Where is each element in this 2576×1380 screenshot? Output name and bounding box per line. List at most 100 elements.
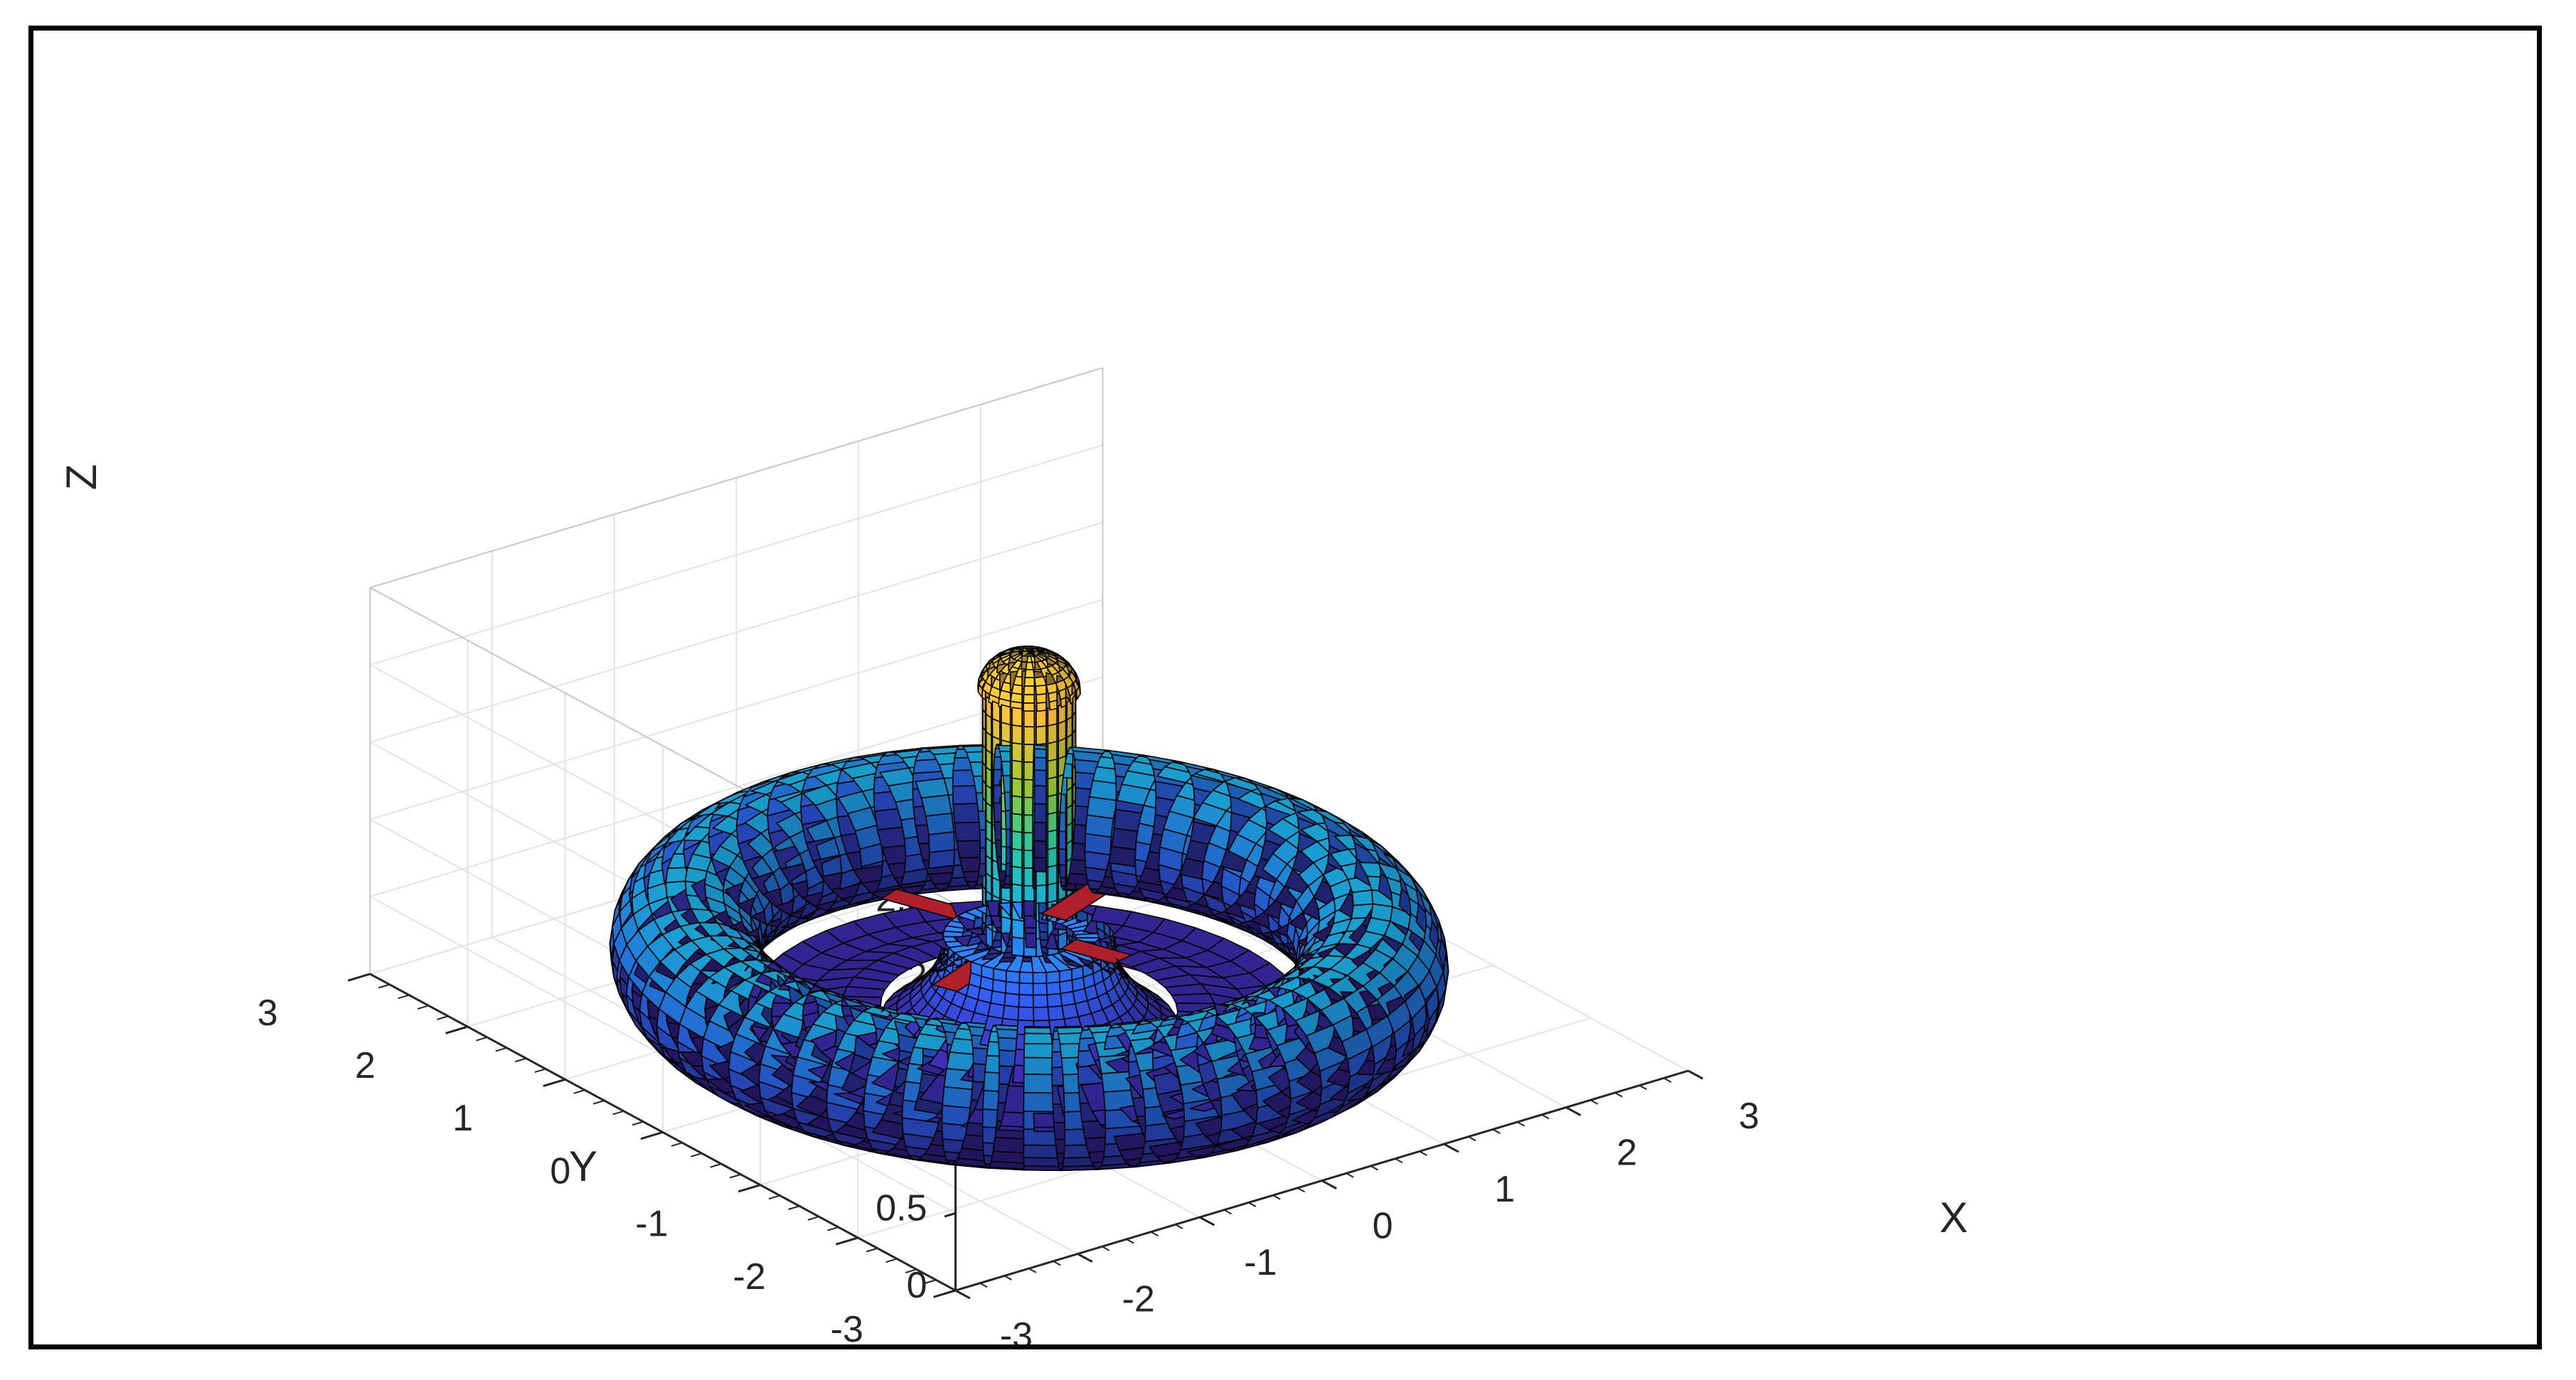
surface-patch	[928, 831, 955, 853]
y-minor-tick	[729, 1173, 741, 1179]
y-tick	[347, 973, 371, 982]
y-minor-tick	[807, 1216, 819, 1221]
x-minor-tick	[1223, 1209, 1233, 1215]
y-tick-label: -1	[635, 1204, 668, 1245]
surface-patch	[920, 794, 952, 817]
y-minor-tick	[437, 1015, 449, 1020]
x-tick	[1199, 1216, 1215, 1226]
y-minor-tick	[612, 1110, 624, 1116]
surface-patch	[992, 1137, 1026, 1154]
x-minor-tick	[1150, 1231, 1159, 1237]
z-axis-label: Z	[58, 464, 105, 491]
y-tick	[445, 1025, 468, 1034]
y-minor-tick	[671, 1142, 683, 1147]
x-minor-tick	[1297, 1187, 1306, 1193]
grid-line	[370, 521, 1103, 743]
z-tick-label: 0.5	[875, 1187, 927, 1229]
x-tick-label: 1	[1494, 1169, 1515, 1210]
surface-patch	[1046, 993, 1063, 1008]
x-tick	[1687, 1069, 1703, 1080]
x-tick	[1321, 1180, 1337, 1190]
x-tick-label: 0	[1373, 1205, 1393, 1246]
y-tick-label: -2	[733, 1256, 765, 1298]
x-minor-tick	[1395, 1157, 1403, 1164]
x-minor-tick	[1516, 1121, 1526, 1127]
surface-patch	[1045, 981, 1061, 995]
x-minor-tick	[1419, 1150, 1427, 1156]
surface-patch	[1011, 919, 1025, 939]
z-tick	[944, 1211, 956, 1218]
surface-patch	[1032, 994, 1049, 1008]
surface-patch	[1005, 980, 1021, 995]
surface-patch	[1047, 1005, 1065, 1021]
surface-patch	[665, 867, 688, 884]
x-minor-tick	[1492, 1128, 1501, 1134]
x-minor-tick	[1102, 1246, 1110, 1251]
y-minor-tick	[905, 1268, 917, 1274]
y-minor-tick	[398, 994, 410, 1000]
surface-patch	[1032, 983, 1048, 996]
y-minor-tick	[827, 1226, 839, 1231]
surface-patch	[1004, 993, 1020, 1008]
y-minor-tick	[476, 1036, 488, 1042]
grid-line	[370, 676, 1103, 898]
y-minor-tick	[885, 1258, 898, 1263]
x-minor-tick	[1639, 1084, 1647, 1091]
y-tick	[543, 1078, 566, 1088]
x-minor-tick	[1590, 1099, 1599, 1105]
box-edge	[370, 367, 1103, 589]
y-axis-label: Y	[569, 1143, 597, 1190]
y-tick-label: 1	[452, 1098, 473, 1139]
surface-patch	[1442, 970, 1449, 1005]
surface-layer	[609, 646, 1449, 1172]
x-minor-tick	[1370, 1165, 1379, 1171]
x-tick-label: -3	[1000, 1315, 1033, 1344]
surface-patch	[1018, 971, 1034, 985]
surface-patch	[1171, 993, 1215, 1005]
label-layer: X Y Z	[58, 464, 1968, 1241]
surface-patch	[1018, 982, 1034, 996]
y-minor-tick	[925, 1279, 937, 1284]
surface-patch	[1033, 1006, 1050, 1022]
x-minor-tick	[1663, 1077, 1672, 1083]
surface-patch	[925, 813, 954, 835]
x-minor-tick	[1004, 1275, 1012, 1280]
surface-patch	[1011, 936, 1025, 957]
x-minor-tick	[1346, 1172, 1354, 1178]
surface-patch	[985, 925, 994, 949]
surface-patch	[1018, 994, 1034, 1008]
y-minor-tick	[632, 1120, 644, 1126]
y-minor-tick	[866, 1247, 878, 1253]
y-tick	[640, 1131, 664, 1140]
surface-patch	[1351, 889, 1374, 906]
x-axis-label: X	[1939, 1194, 1968, 1241]
y-minor-tick	[691, 1152, 703, 1157]
y-tick	[835, 1236, 858, 1246]
surface-patch	[1017, 1006, 1035, 1022]
x-tick	[954, 1289, 971, 1300]
y-tick	[738, 1184, 761, 1193]
surface-patch	[1370, 903, 1393, 922]
y-minor-tick	[592, 1100, 605, 1105]
surface-patch	[1032, 971, 1048, 985]
y-minor-tick	[417, 1005, 429, 1010]
x-tick-label: -2	[1122, 1278, 1155, 1320]
x-minor-tick	[1248, 1202, 1257, 1207]
x-minor-tick	[1053, 1261, 1061, 1266]
y-minor-tick	[573, 1089, 585, 1094]
x-tick-label: 2	[1617, 1132, 1637, 1173]
x-tick-label: -1	[1244, 1242, 1277, 1283]
surface-patch	[1002, 1005, 1020, 1021]
x-tick	[1565, 1106, 1582, 1117]
x-tick	[1443, 1143, 1459, 1153]
grid-line	[370, 599, 1103, 820]
y-minor-tick	[515, 1057, 527, 1063]
surface-patch	[1045, 970, 1060, 984]
y-minor-tick	[378, 983, 390, 989]
x-tick-label: 3	[1739, 1096, 1760, 1137]
z-tick-label: 0	[907, 1265, 927, 1306]
x-tick	[1077, 1253, 1093, 1263]
x-minor-tick	[1028, 1268, 1037, 1273]
